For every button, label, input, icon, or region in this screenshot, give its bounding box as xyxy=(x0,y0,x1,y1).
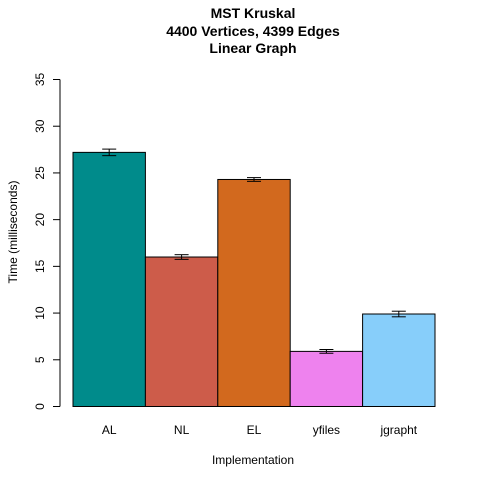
bars-group xyxy=(72,151,436,407)
y-tick-label-10: 10 xyxy=(33,306,47,320)
y-axis-title: Time (milliseconds) xyxy=(6,181,20,284)
y-axis: 0 5 10 15 20 25 30 35 xyxy=(33,73,61,410)
bar-el xyxy=(217,178,291,407)
y-tick-label-0: 0 xyxy=(33,403,47,410)
y-tick-label-30: 30 xyxy=(33,119,47,133)
bar-jgrapht xyxy=(362,313,436,407)
bar-yfiles xyxy=(289,350,364,407)
x-axis-labels: AL NL EL yfiles jgrapht xyxy=(102,423,418,437)
chart-title-line-1: MST Kruskal xyxy=(211,5,296,21)
chart-title-line-3: Linear Graph xyxy=(209,40,296,56)
error-bars-group xyxy=(102,148,406,354)
bar-al xyxy=(72,151,146,407)
x-tick-label-el: EL xyxy=(247,423,262,437)
bar-nl xyxy=(144,256,219,407)
x-tick-label-al: AL xyxy=(102,423,117,437)
y-tick-label-5: 5 xyxy=(33,356,47,363)
x-tick-label-nl: NL xyxy=(174,423,190,437)
x-tick-label-jgrapht: jgrapht xyxy=(379,423,417,437)
y-tick-label-35: 35 xyxy=(33,73,47,87)
y-tick-label-15: 15 xyxy=(33,259,47,273)
y-tick-label-25: 25 xyxy=(33,166,47,180)
chart-title-line-2: 4400 Vertices, 4399 Edges xyxy=(166,23,340,39)
x-axis-title: Implementation xyxy=(212,453,294,467)
x-tick-label-yfiles: yfiles xyxy=(313,423,340,437)
y-tick-label-20: 20 xyxy=(33,213,47,227)
chart-title: MST Kruskal 4400 Vertices, 4399 Edges Li… xyxy=(166,5,340,56)
